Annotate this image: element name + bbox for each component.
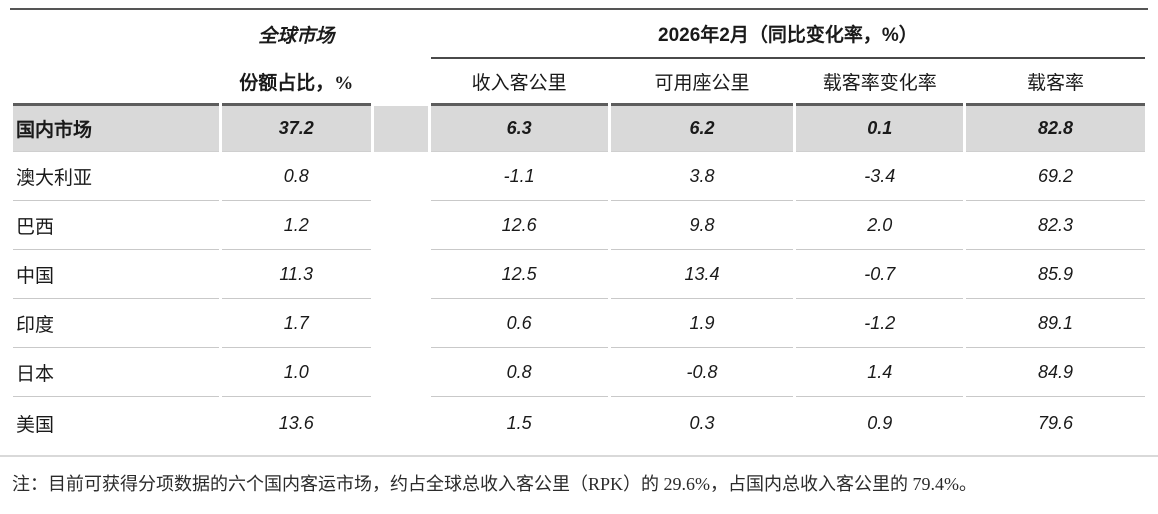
spacer-cell [374, 10, 428, 59]
cell-share: 0.8 [221, 152, 371, 201]
report-table-page: 全球市场 2026年2月（同比变化率，%） 份额占比，% 收入客公里 可用座公里… [0, 8, 1158, 514]
cell-plf: 82.8 [966, 106, 1145, 152]
cell-ask: 0.3 [689, 412, 715, 433]
cell-plf-change: -0.7 [796, 250, 964, 299]
cell-ask: 1.9 [610, 299, 794, 348]
column-header-plf-change: 载客率变化率 [796, 59, 964, 106]
cell-share: 13.6 [278, 412, 314, 433]
cell-ask: 6.2 [610, 106, 794, 152]
cell-plf-change: 0.1 [796, 106, 964, 152]
table-row-australia: 澳大利亚 0.8 -1.1 3.8 -3.4 69.2 [13, 152, 1145, 201]
table-row-china: 中国 11.3 12.5 13.4 -0.7 85.9 [13, 250, 1145, 299]
cell-plf-change: 2.0 [796, 201, 964, 250]
cell-rpk: 12.5 [430, 250, 608, 299]
table-row-usa: 美国 13.6 1.5 0.3 0.9 79.6 [13, 397, 1145, 449]
cell-ask: 13.4 [610, 250, 794, 299]
table-row-brazil: 巴西 1.2 12.6 9.8 2.0 82.3 [13, 201, 1145, 250]
cell-plf-change: -1.2 [796, 299, 964, 348]
cell-share: 1.2 [221, 201, 371, 250]
cell-plf: 69.2 [966, 152, 1145, 201]
cell-plf-change: 0.9 [867, 412, 893, 433]
column-header-rpk: 收入客公里 [430, 59, 608, 106]
cell-share: 1.0 [221, 348, 371, 397]
row-label: 中国 [13, 250, 219, 299]
cell-plf-change: -3.4 [796, 152, 964, 201]
footnote-divider [0, 455, 1158, 457]
row-label: 澳大利亚 [13, 152, 219, 201]
spacer-cell [374, 250, 428, 299]
spacer-cell [374, 299, 428, 348]
row-label: 日本 [13, 348, 219, 397]
group-header-global-market: 全球市场 [258, 26, 335, 47]
market-table-container: 全球市场 2026年2月（同比变化率，%） 份额占比，% 收入客公里 可用座公里… [10, 8, 1148, 449]
cell-plf: 89.1 [966, 299, 1145, 348]
cell-rpk: 0.8 [430, 348, 608, 397]
table-row-domestic-market: 国内市场 37.2 6.3 6.2 0.1 82.8 [13, 106, 1145, 152]
group-header-row: 全球市场 2026年2月（同比变化率，%） [13, 10, 1145, 59]
column-header-ask: 可用座公里 [610, 59, 794, 106]
spacer-cell [373, 106, 428, 152]
spacer-cell [374, 348, 428, 397]
cell-plf: 84.9 [966, 348, 1145, 397]
row-label: 美国 [16, 414, 55, 436]
row-label: 国内市场 [13, 106, 219, 152]
label-column-header-blank [13, 59, 219, 106]
table-row-india: 印度 1.7 0.6 1.9 -1.2 89.1 [13, 299, 1145, 348]
cell-ask: 3.8 [610, 152, 794, 201]
cell-rpk: 12.6 [430, 201, 608, 250]
cell-plf: 82.3 [966, 201, 1145, 250]
cell-rpk: 0.6 [430, 299, 608, 348]
spacer-cell [374, 59, 428, 106]
column-header-plf: 载客率 [966, 59, 1145, 106]
corner-blank-cell [13, 10, 219, 59]
table-row-japan: 日本 1.0 0.8 -0.8 1.4 84.9 [13, 348, 1145, 397]
cell-share: 1.7 [221, 299, 371, 348]
cell-rpk: 1.5 [506, 412, 532, 433]
group-header-period: 2026年2月（同比变化率，%） [430, 10, 1145, 59]
air-passenger-market-table: 全球市场 2026年2月（同比变化率，%） 份额占比，% 收入客公里 可用座公里… [10, 10, 1148, 449]
cell-plf: 85.9 [966, 250, 1145, 299]
footnote-text: 注：目前可获得分项数据的六个国内客运市场，约占全球总收入客公里（RPK）的 29… [12, 474, 977, 494]
spacer-cell [374, 152, 428, 201]
cell-plf-change: 1.4 [796, 348, 964, 397]
cell-rpk: -1.1 [430, 152, 608, 201]
row-label: 巴西 [13, 201, 219, 250]
row-label: 印度 [13, 299, 219, 348]
cell-rpk: 6.3 [430, 106, 608, 152]
cell-share: 11.3 [221, 250, 371, 299]
cell-plf: 79.6 [1038, 412, 1074, 433]
column-header-row: 份额占比，% 收入客公里 可用座公里 载客率变化率 载客率 [13, 59, 1145, 106]
spacer-cell [374, 397, 428, 449]
spacer-cell [374, 201, 428, 250]
cell-share: 37.2 [221, 106, 371, 152]
cell-ask: 9.8 [610, 201, 794, 250]
column-header-share: 份额占比，% [221, 59, 371, 106]
cell-ask: -0.8 [610, 348, 794, 397]
